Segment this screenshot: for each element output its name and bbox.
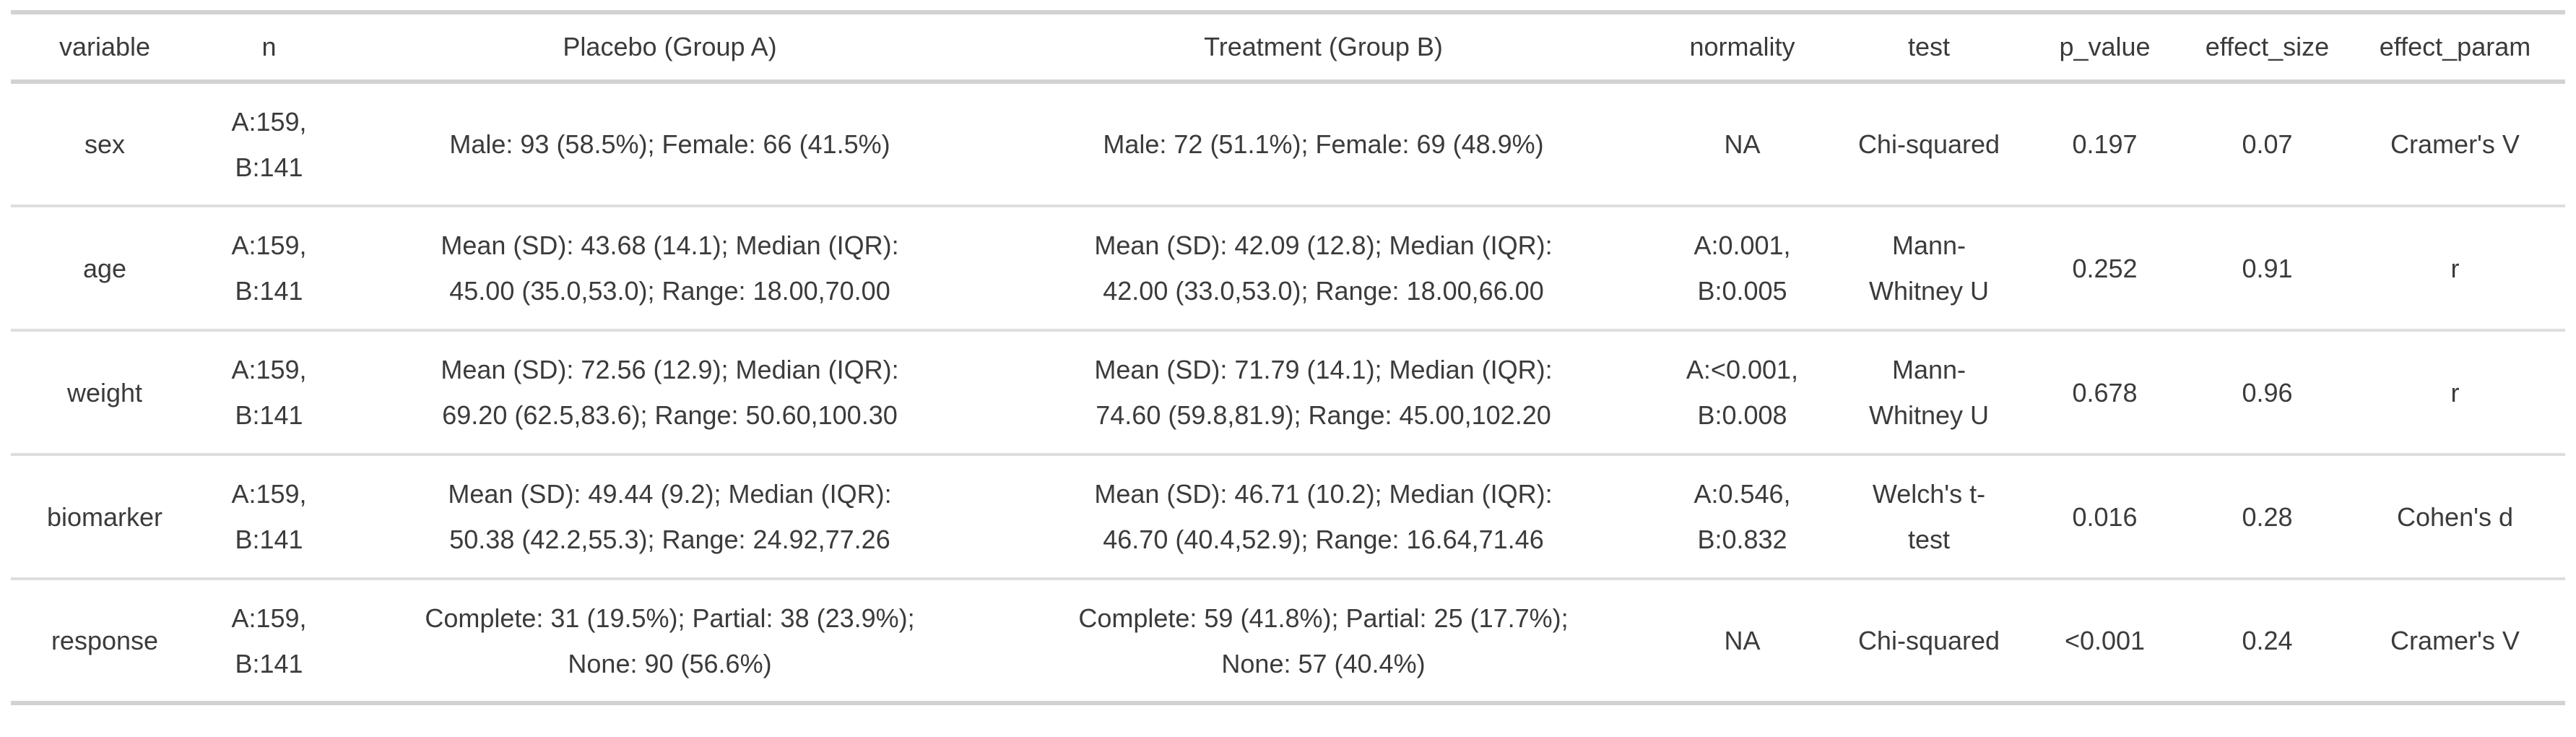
column-header-normality: normality <box>1647 12 1838 84</box>
cell-effect-size: 0.96 <box>2190 329 2345 454</box>
cell-effect-size: 0.28 <box>2190 453 2345 579</box>
cell-normality: NA <box>1647 577 1838 703</box>
cell-p-value: 0.016 <box>2020 453 2190 579</box>
column-header-test: test <box>1838 12 2020 84</box>
cell-group-b: Mean (SD): 42.09 (12.8); Median (IQR): 4… <box>1000 204 1647 330</box>
cell-variable: age <box>11 204 199 330</box>
column-header-group-a: Placebo (Group A) <box>339 12 1000 84</box>
cell-effect-param: Cohen's d <box>2345 453 2565 579</box>
cell-n: A:159, B:141 <box>199 453 339 579</box>
cell-effect-param: r <box>2345 329 2565 454</box>
cell-n: A:159, B:141 <box>199 329 339 454</box>
column-header-group-b: Treatment (Group B) <box>1000 12 1647 84</box>
cell-group-b: Mean (SD): 46.71 (10.2); Median (IQR): 4… <box>1000 453 1647 579</box>
table-row: biomarker A:159, B:141 Mean (SD): 49.44 (9… <box>11 453 2565 579</box>
cell-n: A:159, B:141 <box>199 204 339 330</box>
cell-effect-size: 0.07 <box>2242 129 2293 159</box>
cell-group-b: Mean (SD): 71.79 (14.1); Median (IQR): 7… <box>1000 329 1647 454</box>
table-row: response A:159, B:141 Complete: 31 (19.5%)… <box>11 577 2565 703</box>
cell-normality: NA <box>1724 129 1761 159</box>
cell-effect-size: 0.91 <box>2190 204 2345 330</box>
cell-variable: weight <box>11 329 199 454</box>
table-body: sex A:159, B:141 Male: 93 (58.5%); Female:… <box>11 82 2565 703</box>
cell-effect-param: Cramer's V <box>2390 129 2520 159</box>
summary-table: variable n Placebo (Group A) Treatment (… <box>11 10 2565 705</box>
column-header-n: n <box>199 12 339 84</box>
cell-effect-size: 0.24 <box>2190 577 2345 703</box>
cell-test: Mann- Whitney U <box>1838 329 2020 454</box>
cell-n: A:159, B:141 <box>231 106 307 182</box>
column-header-p-value: p_value <box>2020 12 2190 84</box>
column-header-variable: variable <box>11 12 199 84</box>
table-row: sex A:159, B:141 Male: 93 (58.5%); Female:… <box>11 82 2565 206</box>
cell-normality: A:<0.001, B:0.008 <box>1647 329 1838 454</box>
header-row: variable n Placebo (Group A) Treatment (… <box>11 12 2565 84</box>
cell-p-value: 0.252 <box>2020 204 2190 330</box>
column-header-effect-size: effect_size <box>2190 12 2345 84</box>
cell-group-a: Male: 93 (58.5%); Female: 66 (41.5%) <box>449 129 890 159</box>
cell-effect-param: Cramer's V <box>2345 577 2565 703</box>
cell-test: Mann- Whitney U <box>1838 204 2020 330</box>
cell-group-a: Mean (SD): 43.68 (14.1); Median (IQR): 4… <box>339 204 1000 330</box>
cell-test: Welch's t- test <box>1838 453 2020 579</box>
cell-group-b: Male: 72 (51.1%); Female: 69 (48.9%) <box>1103 129 1544 159</box>
cell-test: Chi-squared <box>1857 129 2000 159</box>
cell-group-a: Mean (SD): 49.44 (9.2); Median (IQR): 50… <box>339 453 1000 579</box>
cell-p-value: 0.678 <box>2020 329 2190 454</box>
cell-test: Chi-squared <box>1838 577 2020 703</box>
cell-effect-param: r <box>2345 204 2565 330</box>
cell-variable: response <box>11 577 199 703</box>
cell-group-a: Mean (SD): 72.56 (12.9); Median (IQR): 6… <box>339 329 1000 454</box>
cell-group-b: Complete: 59 (41.8%); Partial: 25 (17.7%… <box>1000 577 1647 703</box>
cell-normality: A:0.546, B:0.832 <box>1647 453 1838 579</box>
summary-table-container: variable n Placebo (Group A) Treatment (… <box>11 10 2565 705</box>
table-row: age A:159, B:141 Mean (SD): 43.68 (14.1); … <box>11 204 2565 330</box>
table-row: weight A:159, B:141 Mean (SD): 72.56 (12.9… <box>11 329 2565 454</box>
table-header: variable n Placebo (Group A) Treatment (… <box>11 12 2565 84</box>
column-header-effect-param: effect_param <box>2345 12 2565 84</box>
cell-variable: biomarker <box>11 453 199 579</box>
cell-variable: sex <box>84 129 126 159</box>
cell-n: A:159, B:141 <box>199 577 339 703</box>
cell-normality: A:0.001, B:0.005 <box>1647 204 1838 330</box>
cell-group-a: Complete: 31 (19.5%); Partial: 38 (23.9%… <box>339 577 1000 703</box>
cell-p-value: <0.001 <box>2020 577 2190 703</box>
cell-p-value: 0.197 <box>2072 129 2138 159</box>
